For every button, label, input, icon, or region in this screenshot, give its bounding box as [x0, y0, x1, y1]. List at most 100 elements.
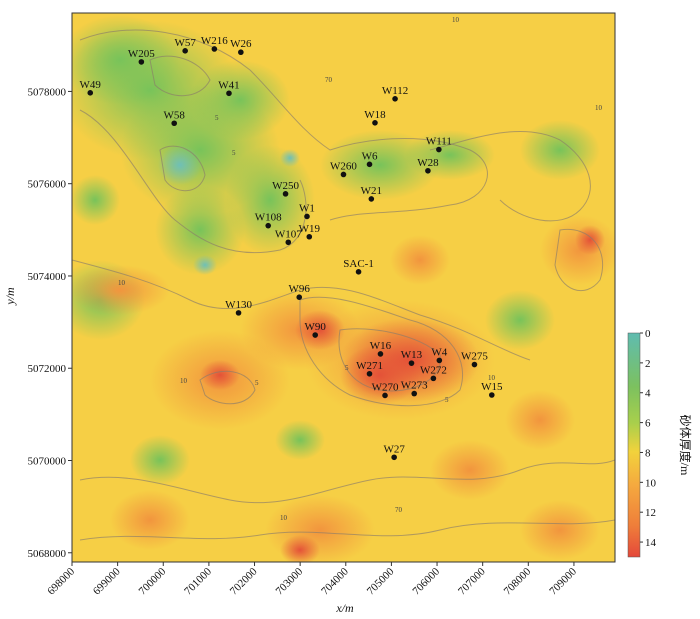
well-marker[interactable]: [382, 392, 388, 399]
colorbar: 0 2 4 6 8 10 12 14 砂体厚度/m: [627, 328, 693, 558]
contour-label: 5: [215, 114, 219, 122]
well-label: W130: [225, 299, 252, 311]
well-marker[interactable]: [425, 167, 431, 174]
well-w1[interactable]: W1: [299, 202, 315, 220]
well-label: SAC-1: [343, 258, 374, 270]
well-w19[interactable]: W19: [299, 223, 321, 240]
well-marker[interactable]: [235, 310, 242, 316]
well-marker[interactable]: [282, 191, 289, 197]
well-marker[interactable]: [436, 357, 443, 364]
contour-lines: [72, 29, 615, 541]
well-w49[interactable]: W49: [80, 79, 102, 96]
well-w275[interactable]: W275: [461, 351, 488, 368]
well-marker[interactable]: [488, 392, 495, 398]
well-w41[interactable]: W41: [218, 79, 240, 97]
x-axis: 698000 699000 700000 701000 702000 703000 7040…: [45, 562, 579, 597]
x-tick-label: 702000: [228, 565, 260, 597]
well-marker[interactable]: [238, 49, 244, 56]
contour-label: 10: [280, 514, 288, 522]
well-marker[interactable]: [226, 90, 232, 97]
well-marker[interactable]: [471, 361, 478, 368]
well-w18[interactable]: W18: [364, 109, 386, 126]
well-w58[interactable]: W58: [164, 109, 186, 127]
well-w260[interactable]: W260: [330, 160, 357, 178]
well-w16[interactable]: W16: [370, 340, 392, 357]
well-w273[interactable]: W273: [401, 380, 428, 397]
colorbar-tick-label: 2: [645, 358, 651, 370]
well-marker[interactable]: [285, 239, 292, 246]
colorbar-tick-label: 12: [645, 507, 656, 519]
well-w26[interactable]: W26: [230, 38, 252, 56]
well-w90[interactable]: W90: [305, 321, 327, 338]
well-sac-1[interactable]: SAC-1: [343, 258, 374, 275]
well-label: W205: [128, 48, 155, 60]
well-label: W21: [361, 185, 382, 197]
y-tick-label: 5070000: [28, 456, 67, 468]
well-w111[interactable]: W111: [426, 136, 452, 153]
well-marker[interactable]: [377, 351, 384, 357]
x-tick-label: 698000: [45, 565, 77, 597]
well-marker[interactable]: [436, 146, 442, 153]
well-marker[interactable]: [392, 96, 398, 102]
well-w216[interactable]: W216: [201, 35, 228, 52]
well-label: W1: [299, 202, 315, 214]
well-marker[interactable]: [372, 120, 378, 126]
well-marker[interactable]: [368, 196, 375, 202]
well-marker[interactable]: [138, 59, 145, 65]
contour-label: 10: [595, 104, 603, 112]
well-marker[interactable]: [312, 332, 319, 338]
well-w15[interactable]: W15: [481, 381, 503, 398]
well-marker[interactable]: [306, 233, 313, 240]
contour-label: 5: [345, 364, 349, 372]
well-w205[interactable]: W205: [128, 48, 155, 65]
well-w107[interactable]: W107: [275, 228, 302, 246]
contour-label: 5: [232, 149, 236, 157]
contour-label: 5: [445, 396, 449, 404]
x-axis-title: x/m: [335, 601, 354, 615]
plot-frame: [71, 12, 616, 563]
well-marker[interactable]: [430, 375, 437, 382]
x-tick-label: 703000: [273, 565, 305, 597]
colorbar-ramp: [627, 332, 641, 558]
well-label: W16: [370, 340, 392, 352]
well-w250[interactable]: W250: [272, 180, 299, 197]
well-marker[interactable]: [408, 360, 415, 366]
well-marker[interactable]: [182, 48, 188, 54]
well-w108[interactable]: W108: [255, 212, 282, 229]
well-marker[interactable]: [366, 161, 373, 168]
well-label: W111: [426, 136, 452, 148]
well-label: W58: [164, 109, 186, 121]
well-marker[interactable]: [366, 370, 373, 377]
well-label: W26: [230, 38, 252, 50]
well-w96[interactable]: W96: [289, 283, 311, 300]
well-marker[interactable]: [304, 213, 310, 220]
well-marker[interactable]: [391, 454, 397, 461]
well-marker[interactable]: [340, 171, 347, 178]
contour-label: 70: [395, 506, 403, 514]
well-marker[interactable]: [411, 390, 418, 397]
x-tick-label: 705000: [365, 565, 397, 597]
well-w4[interactable]: W4: [431, 346, 448, 364]
well-w21[interactable]: W21: [361, 185, 382, 202]
x-tick-label: 704000: [319, 565, 351, 597]
well-w13[interactable]: W13: [401, 349, 423, 366]
y-axis: 5068000 5070000 5072000 5074000 5076000 50780…: [28, 86, 72, 560]
well-marker[interactable]: [211, 46, 218, 52]
well-w112[interactable]: W112: [382, 85, 408, 102]
well-marker[interactable]: [265, 222, 272, 229]
well-w130[interactable]: W130: [225, 299, 252, 316]
well-marker[interactable]: [87, 90, 94, 96]
well-w57[interactable]: W57: [174, 37, 196, 54]
well-w271[interactable]: W271: [356, 360, 383, 377]
well-w270[interactable]: W270: [372, 381, 399, 399]
colorbar-tick-label: 6: [645, 418, 651, 430]
well-marker[interactable]: [171, 120, 178, 127]
well-w272[interactable]: W272: [420, 364, 447, 382]
well-w28[interactable]: W28: [417, 157, 439, 174]
well-marker[interactable]: [296, 294, 303, 300]
well-w27[interactable]: W27: [383, 443, 405, 461]
well-marker[interactable]: [355, 269, 362, 275]
well-w6[interactable]: W6: [362, 150, 378, 168]
contour-label: 70: [325, 76, 333, 84]
